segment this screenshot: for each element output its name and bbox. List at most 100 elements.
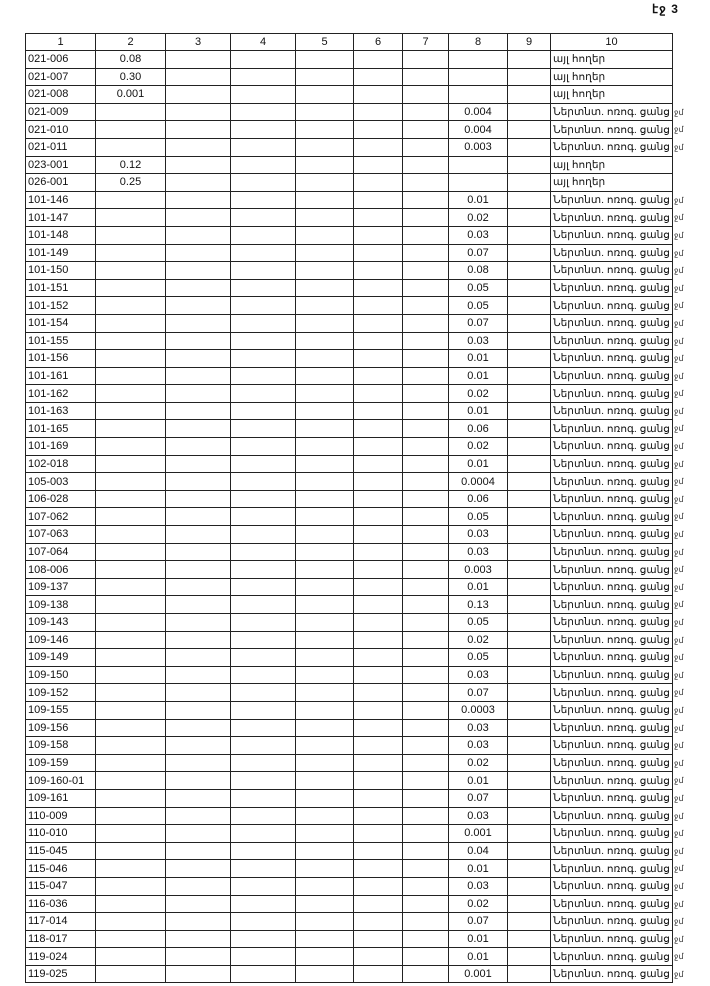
empty-cell <box>402 243 449 263</box>
land-type-cell: Ներտնտ. ոռոգ. ցանց ջմ <box>550 771 684 790</box>
col2-cell <box>95 613 166 632</box>
empty-cell <box>402 137 449 157</box>
table-row: 021-010 0.004 Ներտնտ. ոռոգ. ցանց ջմ <box>25 120 684 139</box>
empty-cell <box>507 859 551 878</box>
land-type-text: Ներտնտ. ոռոգ. ցանց <box>553 897 670 910</box>
empty-cell <box>402 753 449 773</box>
empty-cell <box>165 454 231 474</box>
table-row: 101-146 0.01 Ներտնտ. ոռոգ. ցանց ջմ <box>25 190 684 210</box>
col2-cell <box>95 736 166 755</box>
empty-cell <box>165 313 231 333</box>
table-row: 119-024 0.01 Ներտնտ. ոռոգ. ցանց ջմ <box>25 947 684 966</box>
parcel-id-cell: 109-160-01 <box>25 771 96 790</box>
margin-mark: ջմ <box>674 530 684 540</box>
empty-cell <box>295 419 354 439</box>
table-row: 105-003 0.0004 Ներտնտ. ոռոգ. ցանց ջմ <box>25 472 684 491</box>
empty-cell <box>295 560 354 579</box>
table-row: 115-047 0.03 Ներտնտ. ոռոգ. ցանց ջմ <box>25 876 684 896</box>
empty-cell <box>402 771 449 790</box>
empty-cell <box>507 419 551 439</box>
col8-cell: 0.004 <box>448 102 508 122</box>
col2-cell <box>95 419 166 439</box>
land-type-cell: Ներտնտ. ոռոգ. ցանց ջմ <box>550 806 684 826</box>
empty-cell <box>165 577 231 597</box>
empty-cell <box>402 806 449 826</box>
land-type-text: Ներտնտ. ոռոգ. ցանց <box>553 809 670 822</box>
land-type-cell: Ներտնտ. ոռոգ. ցանց ջմ <box>550 507 684 527</box>
empty-cell <box>230 912 296 931</box>
empty-cell <box>402 560 449 579</box>
land-type-text: Ներտնտ. ոռոգ. ցանց <box>553 475 670 488</box>
empty-cell <box>507 718 551 738</box>
empty-cell <box>402 419 449 439</box>
land-type-cell: Ներտնտ. ոռոգ. ցանց ջմ <box>550 331 684 351</box>
empty-cell <box>353 137 403 157</box>
table-row: 021-006 0.08 այլ հողեր <box>25 50 673 69</box>
empty-cell <box>165 419 231 439</box>
col2-cell <box>95 243 166 263</box>
land-type-cell: Ներտնտ. ոռոգ. ցանց ջմ <box>550 753 684 773</box>
land-type-text: Ներտնտ. ոռոգ. ցանց <box>553 581 670 594</box>
margin-mark: ջմ <box>674 107 684 117</box>
col2-cell <box>95 208 166 227</box>
land-type-text: Ներտնտ. ոռոգ. ցանց <box>553 968 670 981</box>
land-type-text: Ներտնտ. ոռոգ. ցանց <box>553 457 670 470</box>
col2-cell <box>95 912 166 931</box>
empty-cell <box>230 613 296 632</box>
col2-cell <box>95 788 166 808</box>
parcel-id-cell: 109-155 <box>25 700 96 720</box>
land-type-text: Ներտնտ. ոռոգ. ցանց <box>553 229 670 242</box>
empty-cell <box>353 278 403 298</box>
empty-cell <box>295 50 354 69</box>
table-row: 021-008 0.001 այլ հողեր <box>25 85 673 104</box>
empty-cell <box>295 313 354 333</box>
empty-cell <box>402 736 449 755</box>
empty-cell <box>507 472 551 491</box>
parcel-id-cell: 101-146 <box>25 190 96 210</box>
empty-cell <box>295 507 354 527</box>
empty-cell <box>353 173 403 192</box>
empty-cell <box>402 208 449 227</box>
empty-cell <box>507 736 551 755</box>
table-row: 101-152 0.05 Ներտնտ. ոռոգ. ցանց ջմ <box>25 296 684 315</box>
land-type-cell: Ներտնտ. ոռոգ. ցանց ջմ <box>550 824 684 843</box>
table-row: 102-018 0.01 Ներտնտ. ոռոգ. ցանց ջմ <box>25 454 684 474</box>
margin-mark: ջմ <box>674 952 684 962</box>
table-row: 109-158 0.03 Ներտնտ. ոռոգ. ցանց ջմ <box>25 736 684 755</box>
empty-cell <box>402 718 449 738</box>
empty-cell <box>353 384 403 403</box>
land-type-text: այլ հողեր <box>553 176 606 189</box>
land-type-text: Ներտնտ. ոռոգ. ցանց <box>553 264 670 277</box>
col2-cell <box>95 225 166 245</box>
land-type-text: Ներտնտ. ոռոգ. ցանց <box>553 845 670 858</box>
empty-cell <box>165 929 231 949</box>
col2-cell <box>95 278 166 298</box>
empty-cell <box>402 366 449 386</box>
empty-cell <box>165 401 231 421</box>
margin-mark: ջմ <box>674 811 684 821</box>
table-row: 101-156 0.01 Ներտնտ. ոռոգ. ցանց ջմ <box>25 349 684 368</box>
empty-cell <box>353 771 403 790</box>
margin-mark: ջմ <box>674 653 684 663</box>
empty-cell <box>353 437 403 456</box>
empty-cell <box>295 824 354 843</box>
empty-cell <box>402 489 449 509</box>
land-type-cell: Ներտնտ. ոռոգ. ցանց ջմ <box>550 560 684 579</box>
empty-cell <box>230 718 296 738</box>
col2-cell <box>95 700 166 720</box>
empty-cell <box>295 225 354 245</box>
land-type-text: այլ հողեր <box>553 53 606 66</box>
col8-cell: 0.06 <box>448 489 508 509</box>
table-row: 115-045 0.04 Ներտնտ. ոռոգ. ցանց ջմ <box>25 841 684 861</box>
empty-cell <box>353 120 403 139</box>
table-row: 106-028 0.06 Ներտնտ. ոռոգ. ցանց ջմ <box>25 489 684 509</box>
empty-cell <box>353 560 403 579</box>
empty-cell <box>507 648 551 667</box>
empty-cell <box>353 542 403 562</box>
empty-cell <box>353 841 403 861</box>
empty-cell <box>353 947 403 966</box>
empty-cell <box>507 243 551 263</box>
empty-cell <box>507 313 551 333</box>
empty-cell <box>353 313 403 333</box>
empty-cell <box>353 366 403 386</box>
